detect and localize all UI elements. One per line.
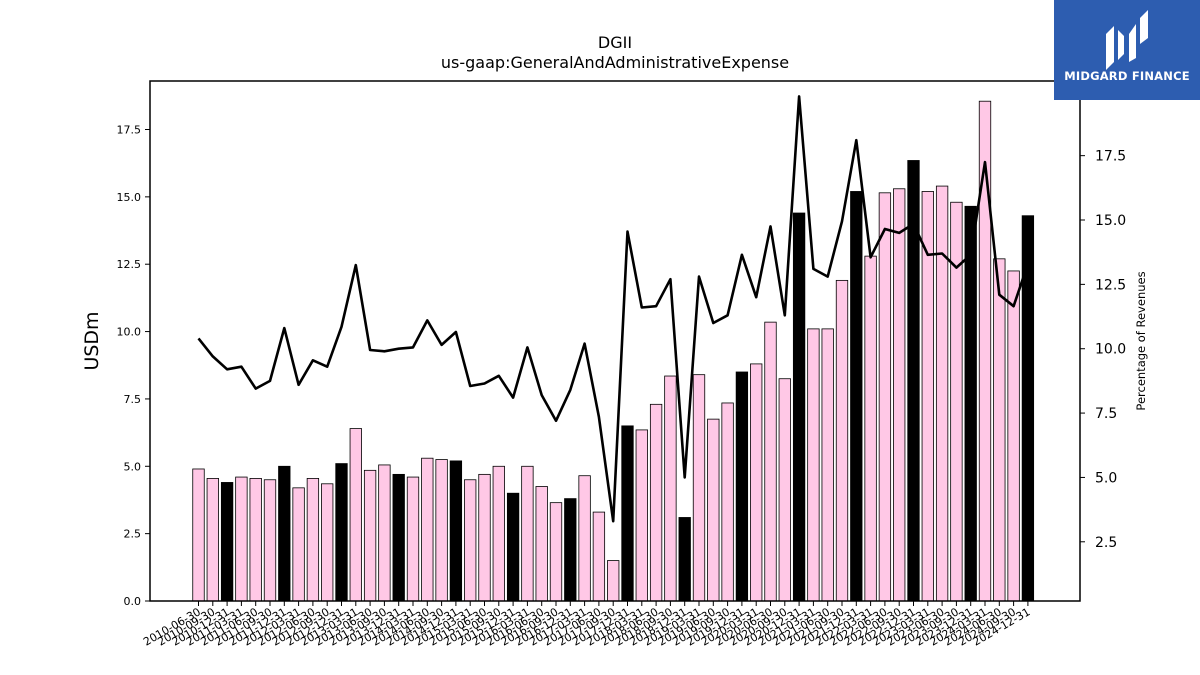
y2-tick-label: 2.5	[1095, 535, 1117, 551]
bar-2021-06-30	[821, 328, 834, 602]
bar-2021-03-31	[807, 328, 820, 602]
y-tick-label: 5.0	[124, 460, 142, 473]
bar-2020-03-31	[750, 363, 763, 602]
y-tick-label: 10.0	[117, 326, 142, 339]
bar-2014-03-31	[406, 476, 420, 602]
line-series	[197, 95, 1030, 523]
bar-2013-06-30	[363, 469, 377, 602]
y-tick-label: 12.5	[117, 258, 142, 271]
bar-2013-12-31	[392, 473, 405, 602]
bar-2024-06-30	[993, 258, 1006, 602]
y2-axis: 2.5 5.0 7.5 10.0 12.5 15.0 17.5	[1080, 149, 1126, 551]
bar-2011-12-31	[278, 465, 291, 602]
bar-2016-09-30	[549, 502, 563, 602]
bar-2010-06-30	[192, 468, 205, 602]
bar-2012-12-31	[335, 463, 348, 602]
bar-2023-06-30	[935, 185, 949, 602]
bar-2022-06-30	[878, 192, 892, 602]
bar-2020-12-31	[792, 212, 806, 602]
y2-tick-label: 17.5	[1095, 149, 1126, 165]
bar-2015-12-31	[506, 492, 520, 602]
bar-2011-06-30	[249, 478, 262, 602]
bar-2012-09-30	[321, 483, 334, 602]
bar-2024-09-30	[1007, 270, 1020, 602]
bar-2010-09-30	[206, 478, 219, 602]
bar-2021-12-31	[850, 191, 863, 602]
bar-2015-03-31	[464, 479, 477, 602]
bar-2021-09-30	[835, 279, 849, 602]
y2-axis-label: Percentage of Revenues	[1134, 271, 1148, 410]
bar-2015-06-30	[478, 473, 491, 602]
bar-series	[192, 100, 1035, 602]
bar-2016-12-31	[564, 498, 577, 602]
bar-2016-03-31	[521, 465, 534, 602]
bar-2017-12-31	[621, 425, 634, 602]
bar-2012-03-31	[292, 487, 305, 602]
chart-title: DGII	[598, 33, 632, 52]
bar-2015-09-30	[492, 465, 505, 602]
bar-2024-03-31	[978, 100, 992, 602]
bar-2010-12-31	[220, 482, 234, 602]
bar-2020-09-30	[778, 378, 791, 602]
bar-2022-09-30	[893, 188, 906, 602]
y-tick-label: 7.5	[124, 393, 142, 406]
bar-2017-03-31	[578, 475, 591, 602]
bar-2018-09-30	[664, 375, 677, 602]
bar-2013-09-30	[378, 464, 391, 602]
y-axis-label: USDm	[81, 311, 103, 370]
bar-2016-06-30	[535, 486, 548, 602]
y2-tick-label: 7.5	[1095, 406, 1117, 422]
bar-2017-06-30	[592, 511, 606, 602]
bar-2019-06-30	[707, 418, 720, 602]
bar-2019-12-31	[735, 371, 749, 602]
bar-2022-03-31	[864, 255, 877, 602]
bar-2017-09-30	[607, 560, 620, 602]
bar-2018-06-30	[649, 403, 663, 602]
y2-tick-label: 12.5	[1095, 277, 1126, 293]
x-axis: 2010-06-302010-09-302010-12-312011-03-31…	[141, 601, 1032, 649]
bar-2020-06-30	[764, 321, 777, 602]
plot-frame	[149, 80, 1081, 602]
bar-2012-06-30	[306, 478, 320, 602]
y-axis: 0.0 2.5 5.0 7.5 10.0 12.5 15.0 17.5	[117, 123, 150, 608]
bar-2014-06-30	[421, 457, 434, 602]
y-tick-label: 15.0	[117, 191, 142, 204]
chart-subtitle: us-gaap:GeneralAndAdministrativeExpense	[441, 53, 789, 72]
bar-2013-03-31	[349, 428, 362, 602]
bar-2018-03-31	[635, 429, 648, 602]
bar-2011-09-30	[263, 479, 277, 602]
logo: MIDGARD FINANCE	[1054, 0, 1200, 100]
logo-text: MIDGARD FINANCE	[1064, 69, 1190, 83]
bar-2011-03-31	[235, 476, 248, 602]
y2-tick-label: 5.0	[1095, 470, 1117, 486]
bar-2018-12-31	[678, 517, 691, 602]
bar-2014-12-31	[449, 460, 463, 602]
logo-mark-icon	[1106, 10, 1148, 70]
bar-2014-09-30	[435, 459, 448, 602]
bar-2023-12-31	[964, 205, 977, 602]
ratio-line	[197, 95, 1030, 523]
y-tick-label: 2.5	[124, 528, 142, 541]
y2-tick-label: 15.0	[1095, 213, 1126, 229]
y-tick-label: 0.0	[124, 595, 142, 608]
bar-2019-09-30	[721, 402, 734, 602]
y-tick-label: 17.5	[117, 123, 142, 136]
y2-tick-label: 10.0	[1095, 342, 1126, 358]
bar-2019-03-31	[692, 374, 706, 602]
